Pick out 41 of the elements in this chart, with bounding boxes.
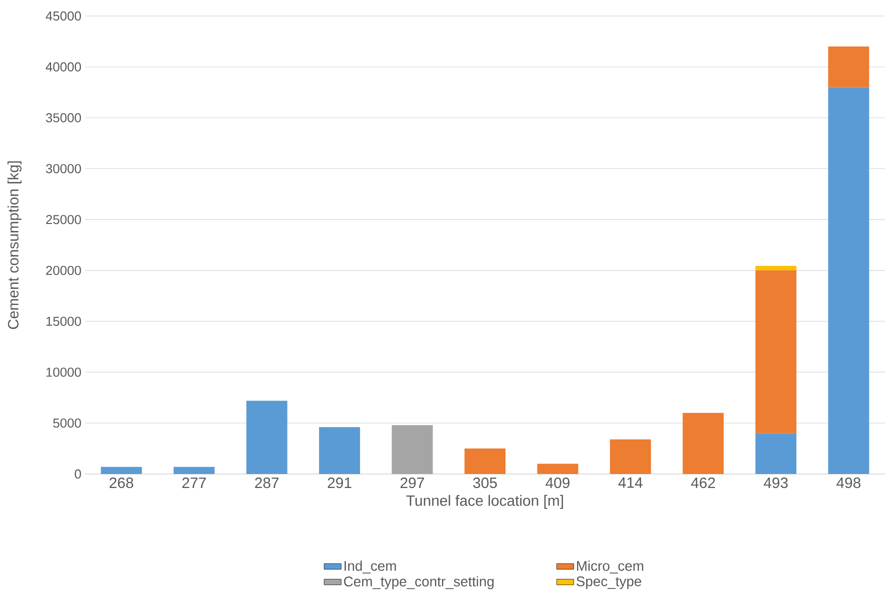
y-tick-label: 25000 (46, 214, 81, 224)
y-tick-label: 35000 (46, 113, 81, 122)
bar (319, 427, 360, 474)
x-tick-label: 287 (255, 478, 279, 488)
x-tick-label: 462 (691, 478, 715, 488)
legend-label: Ind_cem (344, 560, 396, 574)
bar (392, 425, 433, 474)
x-tick-label: 414 (618, 478, 642, 488)
bar (174, 466, 215, 474)
x-tick-label: 277 (182, 478, 206, 488)
legend-label: Cem_type_contr_setting (344, 576, 494, 590)
x-tick-label: 305 (473, 478, 497, 488)
legend-label: Spec_type (576, 576, 642, 590)
legend-label: Micro_cem (577, 560, 644, 574)
y-tick-label: 15000 (46, 316, 81, 326)
bar (682, 412, 724, 474)
y-tick-label: 0 (74, 469, 81, 479)
x-tick-label: 291 (328, 478, 352, 488)
x-axis-title: Tunnel face location [m] (406, 494, 563, 509)
bar (537, 464, 578, 474)
bar (828, 46, 870, 88)
bar (828, 87, 870, 474)
bar (610, 439, 651, 474)
x-tick-label: 498 (836, 478, 860, 488)
bar (246, 400, 288, 474)
bar (755, 433, 796, 474)
y-tick-label: 10000 (46, 368, 81, 377)
y-axis-title: Cement consumption [kg] (8, 161, 22, 329)
x-tick-label: 493 (764, 478, 788, 488)
y-tick-label: 20000 (46, 266, 81, 276)
x-tick-label: 297 (400, 478, 424, 488)
y-tick-label: 40000 (46, 62, 81, 72)
x-tick-label: 409 (546, 478, 570, 488)
bar (755, 270, 796, 434)
bar (100, 466, 142, 474)
x-tick-label: 268 (110, 478, 134, 488)
y-tick-label: 5000 (53, 418, 81, 428)
y-tick-label: 45000 (46, 11, 81, 21)
y-tick-label: 30000 (46, 164, 81, 174)
bar (464, 448, 506, 474)
bar (755, 266, 796, 270)
